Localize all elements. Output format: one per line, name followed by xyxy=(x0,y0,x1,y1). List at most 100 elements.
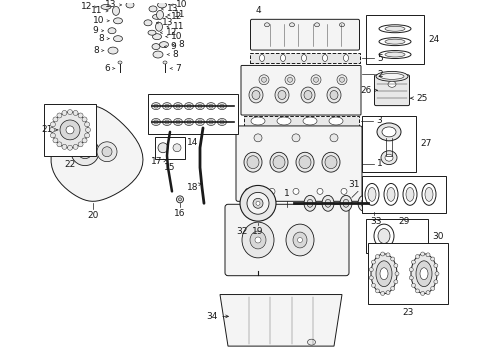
Ellipse shape xyxy=(425,188,433,201)
Ellipse shape xyxy=(420,268,428,280)
Polygon shape xyxy=(220,294,342,346)
Ellipse shape xyxy=(330,90,338,99)
Ellipse shape xyxy=(325,156,337,168)
Ellipse shape xyxy=(387,188,395,201)
Ellipse shape xyxy=(206,118,216,125)
Ellipse shape xyxy=(153,51,163,58)
Ellipse shape xyxy=(185,118,194,125)
Ellipse shape xyxy=(337,75,347,85)
Bar xyxy=(44,104,96,156)
Ellipse shape xyxy=(209,120,213,124)
Ellipse shape xyxy=(431,287,435,291)
Ellipse shape xyxy=(386,291,390,294)
Ellipse shape xyxy=(391,257,395,261)
Ellipse shape xyxy=(368,188,376,201)
Ellipse shape xyxy=(160,42,169,48)
Ellipse shape xyxy=(244,152,262,172)
Ellipse shape xyxy=(157,2,167,8)
Ellipse shape xyxy=(265,23,270,27)
Ellipse shape xyxy=(66,126,74,134)
Ellipse shape xyxy=(361,199,367,207)
Ellipse shape xyxy=(391,287,395,291)
Ellipse shape xyxy=(329,117,343,125)
Text: 4: 4 xyxy=(255,6,261,15)
Ellipse shape xyxy=(176,104,180,108)
Ellipse shape xyxy=(299,156,311,168)
Ellipse shape xyxy=(206,103,216,109)
Ellipse shape xyxy=(303,117,317,125)
Ellipse shape xyxy=(434,264,438,267)
Text: 26: 26 xyxy=(361,86,372,95)
Ellipse shape xyxy=(73,144,78,149)
Ellipse shape xyxy=(114,18,122,24)
Ellipse shape xyxy=(435,272,439,276)
FancyBboxPatch shape xyxy=(241,66,361,115)
Text: 12: 12 xyxy=(81,3,92,12)
Ellipse shape xyxy=(375,255,379,258)
Bar xyxy=(366,15,424,64)
Ellipse shape xyxy=(381,292,385,296)
Ellipse shape xyxy=(50,122,55,127)
Ellipse shape xyxy=(343,199,349,207)
Text: 30: 30 xyxy=(432,231,443,240)
Ellipse shape xyxy=(196,103,204,109)
Ellipse shape xyxy=(416,261,432,287)
Ellipse shape xyxy=(385,26,405,31)
Text: 25: 25 xyxy=(416,94,427,103)
Ellipse shape xyxy=(381,151,397,165)
Ellipse shape xyxy=(270,152,288,172)
Ellipse shape xyxy=(315,23,319,27)
Ellipse shape xyxy=(378,229,390,243)
Ellipse shape xyxy=(155,22,163,31)
Ellipse shape xyxy=(259,75,269,85)
Text: 33: 33 xyxy=(370,217,382,226)
Text: 2: 2 xyxy=(377,70,383,79)
Text: 23: 23 xyxy=(402,309,414,318)
Ellipse shape xyxy=(304,195,316,211)
Ellipse shape xyxy=(255,237,261,243)
Ellipse shape xyxy=(52,112,88,148)
Ellipse shape xyxy=(382,127,396,137)
Ellipse shape xyxy=(358,195,370,211)
Ellipse shape xyxy=(340,23,344,27)
FancyBboxPatch shape xyxy=(225,204,349,276)
Ellipse shape xyxy=(395,272,399,276)
Ellipse shape xyxy=(253,198,263,208)
Ellipse shape xyxy=(322,54,327,62)
Text: 6: 6 xyxy=(104,64,110,73)
Ellipse shape xyxy=(251,117,265,125)
Text: 9: 9 xyxy=(170,42,176,51)
Bar xyxy=(148,94,238,134)
Ellipse shape xyxy=(322,152,340,172)
Bar xyxy=(250,53,360,63)
Ellipse shape xyxy=(176,196,183,203)
Ellipse shape xyxy=(163,103,172,109)
Ellipse shape xyxy=(144,20,152,26)
Ellipse shape xyxy=(60,120,80,140)
Ellipse shape xyxy=(406,188,414,201)
Ellipse shape xyxy=(385,52,405,57)
Ellipse shape xyxy=(187,104,191,108)
Ellipse shape xyxy=(262,77,267,82)
Ellipse shape xyxy=(101,4,111,9)
Ellipse shape xyxy=(301,87,315,103)
Ellipse shape xyxy=(394,280,398,284)
Ellipse shape xyxy=(57,142,62,147)
Ellipse shape xyxy=(108,28,116,34)
Text: 1: 1 xyxy=(284,189,290,198)
Ellipse shape xyxy=(369,276,373,280)
Ellipse shape xyxy=(269,188,275,194)
Ellipse shape xyxy=(163,118,172,125)
Ellipse shape xyxy=(411,254,437,293)
FancyBboxPatch shape xyxy=(236,126,362,201)
Ellipse shape xyxy=(252,90,260,99)
Ellipse shape xyxy=(325,199,331,207)
Ellipse shape xyxy=(173,144,181,152)
Ellipse shape xyxy=(66,126,73,133)
Ellipse shape xyxy=(412,283,416,287)
Ellipse shape xyxy=(82,138,87,143)
Ellipse shape xyxy=(68,145,73,150)
Ellipse shape xyxy=(108,47,118,54)
Text: 9: 9 xyxy=(92,26,98,35)
Ellipse shape xyxy=(242,222,274,258)
